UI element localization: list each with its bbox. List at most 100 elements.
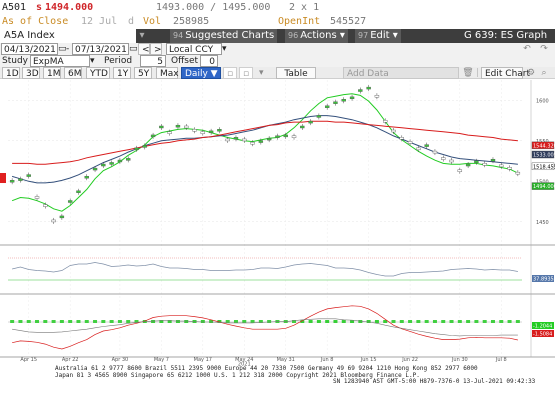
period-button-1m[interactable]: 1M: [43, 67, 61, 79]
histogram-bar: [300, 320, 305, 323]
edit-chart-button[interactable]: Edit Chart: [481, 67, 530, 79]
histogram-bar: [383, 320, 388, 323]
histogram-bar: [341, 320, 346, 323]
period-button-ytd[interactable]: YTD: [86, 67, 110, 79]
histogram-bar: [366, 320, 371, 323]
security-field[interactable]: A5A Index: [0, 29, 136, 43]
histogram-bar: [35, 320, 40, 323]
x-tick-label: Jun 8: [320, 357, 334, 363]
end-calendar-icon[interactable]: ▭: [129, 44, 138, 54]
frequency-select[interactable]: Daily ▼: [181, 67, 221, 79]
volume-label: Vol: [143, 16, 162, 27]
histogram-bar: [267, 320, 272, 323]
histogram-flag-2-label: -1.5084: [533, 332, 552, 338]
actions-label: Actions: [300, 30, 337, 41]
histogram-panel: -1.2044 -1.5084: [8, 305, 554, 350]
histogram-bar: [457, 320, 462, 323]
period-button-1d[interactable]: 1D: [2, 67, 20, 79]
histogram-bar: [151, 320, 156, 323]
offset-input[interactable]: 0: [200, 55, 218, 67]
histogram-bar: [18, 320, 23, 323]
security-dropdown-icon[interactable]: ▾: [139, 30, 145, 41]
histogram-bar: [109, 320, 114, 323]
candle-body: [341, 99, 346, 102]
actions-button[interactable]: 96 Actions ▾: [285, 29, 348, 43]
currency-select[interactable]: Local CCY: [166, 43, 222, 55]
candle-body: [407, 141, 413, 144]
command-bar: A5A Index ▾ 94 Suggested Charts 96 Actions…: [0, 29, 555, 43]
chart-layout-icon[interactable]: ▫: [239, 67, 253, 79]
next-period-button[interactable]: >: [150, 43, 162, 55]
candle-body: [465, 163, 471, 167]
suggested-charts-button[interactable]: 94 Suggested Charts: [170, 29, 278, 43]
previous-period-button[interactable]: <: [138, 43, 150, 55]
candle-body: [383, 120, 388, 123]
edit-number: 97: [358, 31, 369, 40]
candle-body: [101, 163, 106, 167]
undo-icon[interactable]: ↶: [523, 44, 531, 54]
openint-label: OpenInt: [278, 16, 321, 27]
y-tick-label: 1450: [536, 220, 549, 226]
end-date-field[interactable]: 07/13/2021: [72, 43, 129, 55]
period-button-6m[interactable]: 6M: [64, 67, 82, 79]
start-calendar-icon[interactable]: ▭: [58, 44, 67, 54]
actions-number: 96: [288, 31, 299, 40]
study-dropdown-icon[interactable]: ▾: [90, 56, 95, 66]
histogram-bar: [482, 320, 487, 323]
histogram-bar: [424, 320, 429, 323]
period-button-5y[interactable]: 5Y: [134, 67, 152, 79]
footer-line-3: SN 1283940 AST GMT-5:00 H879-7376-0 13-J…: [333, 378, 536, 385]
candle-body: [167, 131, 172, 134]
volume-value: 258985: [173, 16, 210, 27]
histogram-bar: [316, 320, 321, 323]
add-data-input[interactable]: Add Data: [343, 67, 459, 79]
price-chart[interactable]: 37.8935 -1.2044-1.5084 1600155015001450A…: [0, 80, 555, 366]
chart-zoom-icon[interactable]: ⌕: [541, 68, 547, 78]
histogram-bar: [416, 320, 421, 323]
period-button-1y[interactable]: 1Y: [113, 67, 131, 79]
start-date-field[interactable]: 04/13/2021: [1, 43, 58, 55]
candle-body: [366, 86, 371, 90]
oscillator-flag-label: 37.8935: [533, 277, 554, 283]
chart-gear-icon[interactable]: ⚙: [526, 68, 536, 78]
price-flag-label: 1544.3200: [533, 143, 555, 149]
currency-dropdown-icon[interactable]: ▾: [222, 44, 227, 54]
asof-label: As of Close: [2, 16, 69, 27]
candle-body: [117, 159, 123, 163]
x-tick-label: Apr 30: [112, 357, 129, 363]
candle-body: [109, 162, 114, 165]
price-flag-label: 1518.4551: [533, 164, 555, 170]
period-button-max[interactable]: Max: [156, 67, 179, 79]
histogram-bar: [499, 320, 504, 323]
candle-body: [424, 144, 429, 147]
candle-body: [499, 164, 504, 168]
period-input[interactable]: 5: [140, 55, 166, 67]
histogram-bar: [59, 320, 64, 323]
histogram-bar: [399, 320, 404, 323]
x-tick-label: Apr 22: [62, 357, 79, 363]
period-button-3d[interactable]: 3D: [22, 67, 40, 79]
table-button[interactable]: Table: [276, 67, 316, 79]
histogram-bar: [408, 320, 413, 323]
x-tick-label: Apr 15: [20, 357, 37, 363]
histogram-bar: [167, 320, 172, 323]
suggested-charts-number: 94: [173, 31, 184, 40]
candle-body: [291, 135, 297, 138]
candle-body: [316, 115, 322, 118]
redo-icon[interactable]: ↷: [540, 44, 548, 54]
layout-dropdown-icon[interactable]: ▾: [259, 68, 264, 78]
chart-style-icon[interactable]: ▫: [223, 67, 237, 79]
candle-body: [275, 135, 280, 138]
histogram-bar: [200, 320, 205, 323]
histogram-bar: [209, 320, 214, 323]
candle-body: [134, 147, 139, 151]
trash-icon[interactable]: 🗑: [462, 68, 474, 78]
oscillator-flag: [532, 275, 554, 282]
candle-body: [250, 141, 255, 145]
histogram-bar: [374, 320, 379, 323]
histogram-bar: [515, 320, 520, 323]
study-select[interactable]: ExpMA: [30, 55, 90, 67]
candle-body: [175, 124, 181, 128]
edit-button[interactable]: 97 Edit ▾: [355, 29, 401, 43]
